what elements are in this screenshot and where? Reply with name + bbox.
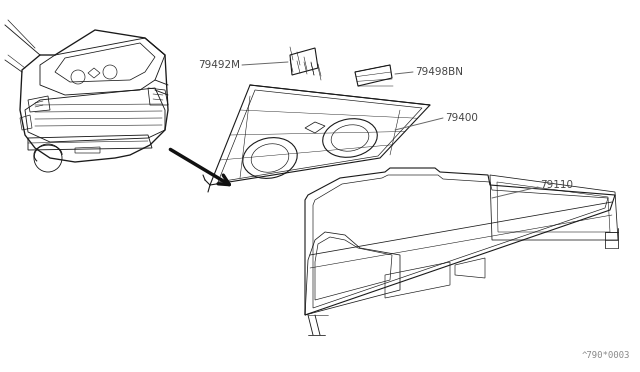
Text: 79498BN: 79498BN bbox=[415, 67, 463, 77]
Text: 79400: 79400 bbox=[445, 113, 478, 123]
Text: ^790*0003: ^790*0003 bbox=[582, 351, 630, 360]
Text: 79492M: 79492M bbox=[198, 60, 240, 70]
Text: 79110: 79110 bbox=[540, 180, 573, 190]
